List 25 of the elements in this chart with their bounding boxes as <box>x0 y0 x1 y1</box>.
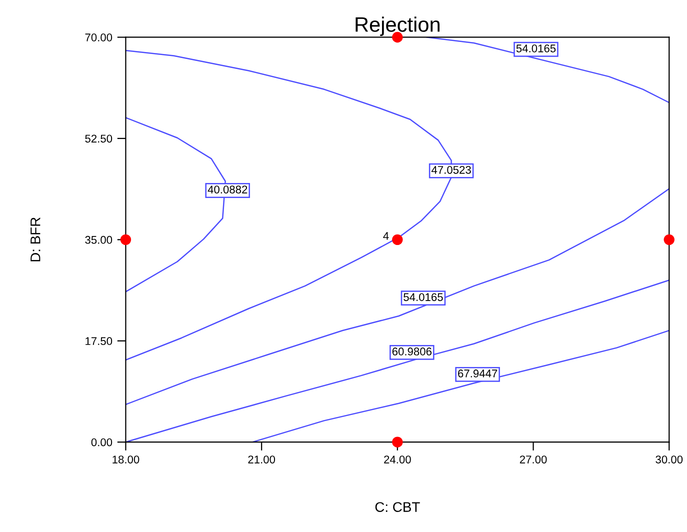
y-tick-label: 0.00 <box>91 438 112 446</box>
chart-title: Rejection <box>356 16 440 36</box>
y-tick-label: 17.50 <box>86 337 112 346</box>
annotation: 60.9806 <box>392 348 432 356</box>
point <box>664 234 674 246</box>
x-tick-label: 21.00 <box>248 456 276 464</box>
x-tick-label: 24.00 <box>384 456 411 464</box>
x-tick-label: 30.00 <box>656 456 683 464</box>
y-tick-label: 35.00 <box>85 236 112 244</box>
y-axis-title: D: BFR <box>30 218 40 262</box>
point <box>392 436 403 448</box>
point <box>392 234 403 246</box>
annotation: 40.0882 <box>208 186 248 194</box>
y-tick-label: 70.00 <box>85 34 112 42</box>
point <box>120 234 132 246</box>
annotation: 54.0165 <box>516 44 556 52</box>
x-tick-label: 18.00 <box>112 456 140 464</box>
annotation: 67.9447 <box>458 370 498 378</box>
y-tick-label: 52.50 <box>85 134 112 143</box>
line-series <box>252 330 670 442</box>
x-axis-title: C: CBT <box>375 502 420 512</box>
annotation: 54.0165 <box>404 293 443 302</box>
x-tick-label: 27.00 <box>520 456 547 464</box>
annotation: 47.0523 <box>431 166 471 174</box>
annotation: 4 <box>383 232 389 240</box>
